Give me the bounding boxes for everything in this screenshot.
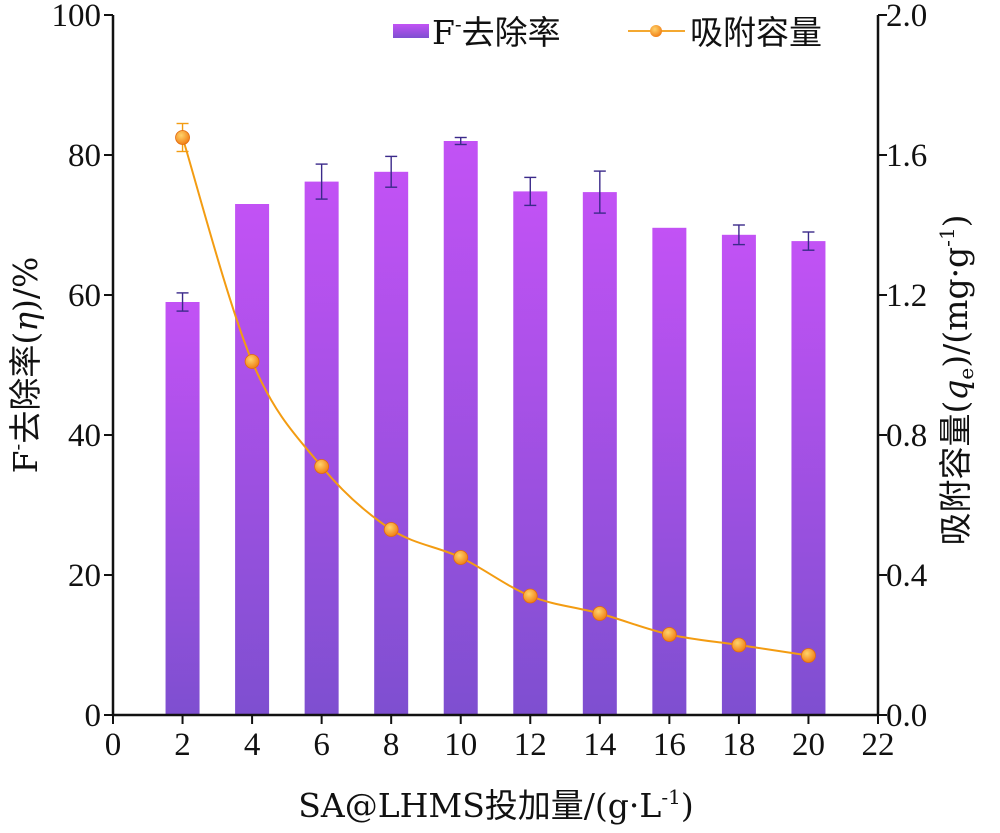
left-tick-label-0: 0 bbox=[85, 698, 102, 734]
right-tick-label-0.8: 0.8 bbox=[886, 418, 927, 454]
legend-line-label: 吸附容量 bbox=[690, 13, 822, 52]
bar-2 bbox=[165, 302, 200, 715]
point-10 bbox=[453, 550, 469, 565]
bar-14 bbox=[582, 192, 617, 716]
left-tick-label-100: 100 bbox=[52, 0, 102, 34]
x-tick-label-20: 20 bbox=[792, 727, 825, 763]
bar-4 bbox=[235, 204, 270, 715]
left-tick-label-40: 40 bbox=[68, 418, 101, 454]
right-tick-label-1.6: 1.6 bbox=[886, 138, 927, 174]
x-tick-label-4: 4 bbox=[244, 727, 261, 763]
point-16 bbox=[661, 627, 677, 642]
legend: F-去除率 吸附容量 bbox=[393, 12, 822, 52]
x-tick-label-14: 14 bbox=[583, 727, 616, 763]
x-axis-title: SA@LHMS投加量/(g·L-1) bbox=[298, 785, 693, 825]
bar-10 bbox=[443, 141, 478, 715]
x-tick-label-10: 10 bbox=[444, 727, 477, 763]
bar-6 bbox=[304, 181, 339, 716]
bar-16 bbox=[652, 227, 687, 716]
right-tick-label-0.4: 0.4 bbox=[886, 558, 927, 594]
left-tick-label-60: 60 bbox=[68, 278, 101, 314]
point-4 bbox=[244, 354, 260, 369]
right-tick-label-1.2: 1.2 bbox=[886, 278, 927, 314]
legend-line-marker bbox=[650, 25, 662, 37]
legend-bar-label: F-去除率 bbox=[432, 12, 561, 52]
point-20 bbox=[801, 648, 816, 663]
bar-12 bbox=[513, 191, 548, 715]
x-tick-label-2: 2 bbox=[174, 727, 191, 763]
point-12 bbox=[522, 588, 538, 604]
x-tick-label-12: 12 bbox=[514, 727, 547, 763]
axis-ticks: 0 2 4 6 8 10 12 14 16 18 20 22 0 20 40 60 80 100 0.0 0.4 0.8… bbox=[52, 0, 928, 763]
left-tick-label-20: 20 bbox=[68, 558, 101, 594]
point-6 bbox=[314, 459, 330, 474]
x-tick-label-8: 8 bbox=[383, 727, 400, 763]
bar-series bbox=[165, 136, 826, 716]
bar-8 bbox=[374, 171, 409, 716]
point-18 bbox=[731, 637, 747, 653]
x-tick-label-6: 6 bbox=[313, 727, 330, 763]
point-2 bbox=[175, 130, 190, 145]
legend-bar-swatch bbox=[393, 24, 429, 38]
left-axis-title: F-去除率(η)/% bbox=[5, 257, 45, 474]
capacity-line bbox=[181, 137, 809, 657]
bar-18 bbox=[721, 234, 756, 716]
left-tick-label-80: 80 bbox=[68, 138, 101, 174]
x-tick-label-16: 16 bbox=[653, 727, 686, 763]
line-series bbox=[175, 122, 816, 663]
right-tick-label-0.0: 0.0 bbox=[886, 698, 927, 734]
x-tick-label-0: 0 bbox=[105, 727, 122, 763]
point-14 bbox=[592, 606, 608, 621]
point-8 bbox=[383, 522, 399, 537]
x-tick-label-22: 22 bbox=[862, 727, 895, 763]
x-tick-label-18: 18 bbox=[722, 727, 755, 763]
right-axis-title: 吸附容量(qe)/(mg·g-1) bbox=[935, 214, 978, 545]
right-tick-label-2.0: 2.0 bbox=[886, 0, 927, 34]
bar-20 bbox=[791, 241, 826, 715]
